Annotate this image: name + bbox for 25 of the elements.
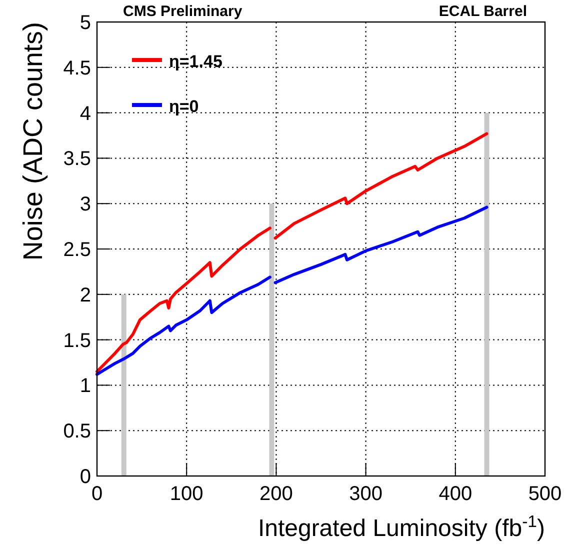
y-tick-label: 5	[80, 12, 91, 34]
y-tick-label: 1.5	[63, 330, 91, 352]
y-tick-label: 4	[80, 102, 91, 125]
y-tick-label: 4.5	[63, 57, 91, 80]
bar	[269, 204, 274, 476]
y-tick-label: 2	[80, 284, 91, 306]
y-tick-label: 1	[80, 375, 91, 398]
x-tick-label: 400	[438, 483, 472, 505]
x-tick-label: 300	[349, 483, 382, 505]
x-tick-label: 500	[528, 483, 562, 505]
bar	[484, 112, 490, 476]
x-tick-label: 200	[260, 483, 293, 505]
y-tick-label: 3	[80, 194, 91, 216]
y-tick-label: 0	[80, 466, 91, 488]
bar	[121, 294, 126, 476]
x-axis-title: Integrated Luminosity (fb$^{-1}$)	[258, 512, 545, 542]
legend-label: η=1.45	[169, 52, 222, 71]
y-tick-label: 3.5	[63, 148, 91, 170]
legend-label: η=0	[169, 97, 199, 116]
text: ECAL Barrel	[438, 3, 527, 20]
x-tick-label: 100	[170, 483, 204, 505]
y-tick-label: 2.5	[63, 239, 91, 261]
y-tick-label: 0.5	[63, 420, 91, 443]
y-axis-title: Noise (ADC counts)	[18, 22, 48, 261]
text: CMS Preliminary	[123, 3, 243, 20]
